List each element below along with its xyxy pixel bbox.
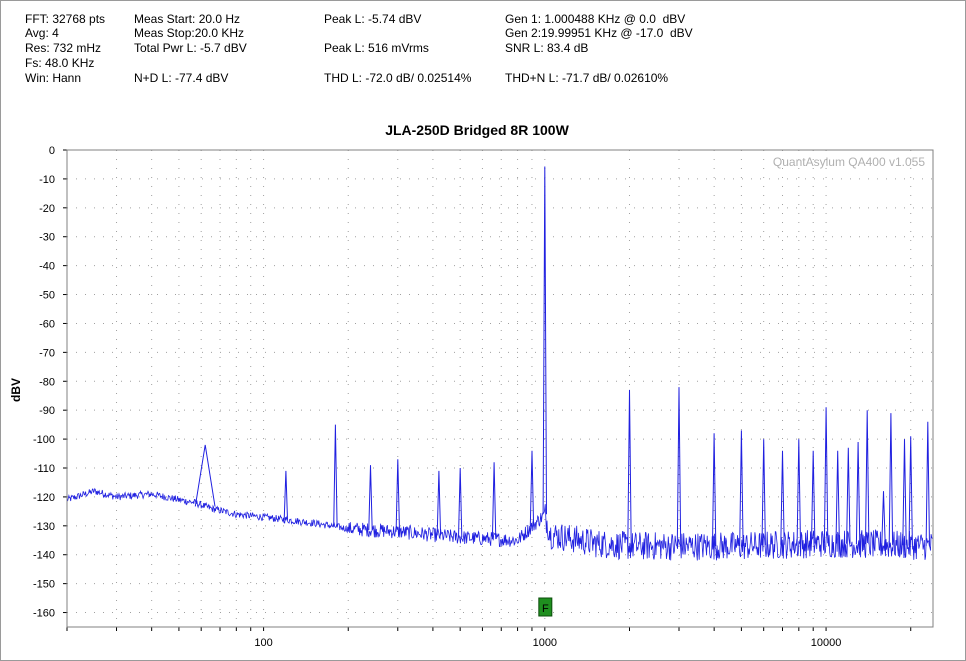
y-tick-label: -10 [39,174,55,186]
x-tick-label: 1000 [533,637,557,649]
spectrum-peak [627,389,632,547]
spectrum-peak [902,439,907,546]
spectrum-peak [458,467,463,538]
meas-start-readout: Meas Start: 20.0 Hz [134,12,241,26]
trace-group [66,166,934,561]
y-tick-label: -160 [33,608,55,620]
window-readout: Win: Hann [25,71,82,85]
resolution-readout: Res: 732 mHz [25,41,102,55]
spectrum-peak [865,410,870,545]
y-tick-label: -70 [39,347,55,359]
y-tick-label: -150 [33,579,55,591]
spectrum-peak [368,465,373,531]
x-tick-label: 10000 [811,637,842,649]
gen2-readout: Gen 2:19.99951 KHz @ -17.0 dBV [505,26,693,40]
watermark-text: QuantAsylum QA400 v1.055 [773,155,925,169]
peak-vrms-readout: Peak L: 516 mVrms [324,41,429,55]
spectrum-peak [436,470,442,536]
spectrum-peak [712,433,717,547]
plot-frame [66,149,934,628]
spectrum-peak [855,441,861,545]
y-tick-label: -20 [39,203,55,215]
spectrum-peak [542,166,547,515]
y-tick-label: -130 [33,521,55,533]
thd-readout: THD L: -72.0 dB/ 0.02514% [324,71,472,85]
spectrum-peak [395,459,400,532]
y-tick-label: -40 [39,261,55,273]
total-power-readout: Total Pwr L: -5.7 dBV [134,41,247,55]
frequency-marker-label: F [542,603,549,615]
y-tick-label: -120 [33,492,55,504]
spectrum-peak [676,387,682,547]
spectrum-peak [811,450,816,544]
spectrum-peak [739,430,744,547]
y-tick-label: -60 [39,318,55,330]
y-tick-label: -50 [39,290,55,302]
axes: 0 -10 -20 -30 -40 -50 -60 -70 -80 -90 -100 -110 -120… [33,145,934,649]
spectrum-peak [796,439,801,545]
y-tick-label: -90 [39,405,55,417]
spectrum-trace [66,487,934,561]
spectrum-peak [888,413,894,545]
y-tick-label: -100 [33,434,55,446]
averages-readout: Avg: 4 [25,26,59,40]
y-axis-label: dBV [9,378,23,402]
spectrum-peak [761,439,766,546]
frequency-marker[interactable]: F [538,597,553,617]
y-tick-label: -140 [33,550,55,562]
y-tick-label: 0 [49,145,55,157]
spectrum-peak [780,450,785,545]
fft-size-readout: FFT: 32768 pts [25,12,106,26]
spectrum-peak [908,436,913,546]
y-tick-label: -110 [34,463,55,475]
y-tick-label: -80 [39,376,55,388]
thdn-readout: THD+N L: -71.7 dB/ 0.02610% [505,71,669,85]
spectrum-peak [823,407,829,544]
spectrum-peak [846,447,851,544]
spectrum-peak [835,450,840,544]
spectrum-peak [925,421,930,546]
spectrum-peak [283,470,288,520]
snr-readout: SNR L: 83.4 dB [505,41,589,55]
gen1-readout: Gen 1: 1.000488 KHz @ 0.0 dBV [505,12,686,26]
sample-rate-readout: Fs: 48.0 KHz [25,56,95,70]
spectrum-peak [881,491,886,545]
spectrum-peak [333,424,338,527]
x-tick-label: 100 [254,637,272,649]
y-tick-label: -30 [39,232,55,244]
plot-area [67,150,933,627]
spectrum-peak [491,462,497,540]
grid [66,149,933,627]
chart-title: JLA-250D Bridged 8R 100W [385,122,569,138]
spectrum-peak [194,444,216,507]
peak-dbv-readout: Peak L: -5.74 dBV [324,12,422,26]
spectrum-peak [529,450,535,527]
frequency-marker-box[interactable] [538,597,553,617]
meas-stop-readout: Meas Stop:20.0 KHz [134,26,245,40]
noise-distortion-readout: N+D L: -77.4 dBV [134,71,229,85]
